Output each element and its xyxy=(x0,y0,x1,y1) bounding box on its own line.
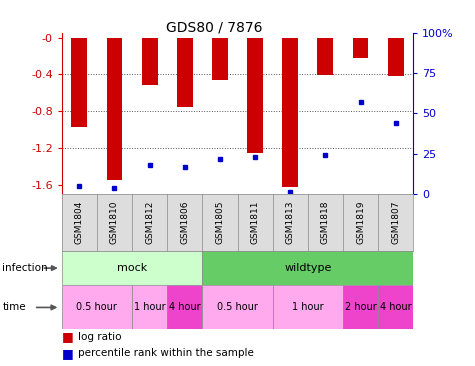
Bar xyxy=(202,251,413,285)
Bar xyxy=(177,38,193,108)
Text: GSM1807: GSM1807 xyxy=(391,201,400,244)
Bar xyxy=(62,285,132,329)
Text: GSM1812: GSM1812 xyxy=(145,201,154,244)
Text: GSM1805: GSM1805 xyxy=(216,201,224,244)
Text: 4 hour: 4 hour xyxy=(380,302,411,313)
Bar xyxy=(202,285,273,329)
Text: GSM1819: GSM1819 xyxy=(356,201,365,244)
Bar xyxy=(317,38,333,75)
Bar xyxy=(62,251,202,285)
Text: ■: ■ xyxy=(62,347,74,360)
Text: percentile rank within the sample: percentile rank within the sample xyxy=(78,348,254,358)
Bar xyxy=(388,38,404,76)
Text: ■: ■ xyxy=(62,330,74,343)
Text: 2 hour: 2 hour xyxy=(345,302,376,313)
Bar xyxy=(106,38,123,180)
Text: log ratio: log ratio xyxy=(78,332,122,342)
Bar xyxy=(282,38,298,187)
Text: 4 hour: 4 hour xyxy=(169,302,200,313)
Text: 0.5 hour: 0.5 hour xyxy=(217,302,258,313)
Bar xyxy=(247,38,263,153)
Bar xyxy=(71,38,87,127)
Bar xyxy=(132,285,167,329)
Text: GSM1818: GSM1818 xyxy=(321,201,330,244)
Text: 0.5 hour: 0.5 hour xyxy=(76,302,117,313)
Bar xyxy=(212,38,228,80)
Text: time: time xyxy=(2,302,26,313)
Bar xyxy=(378,285,413,329)
Text: GSM1810: GSM1810 xyxy=(110,201,119,244)
Text: GDS80 / 7876: GDS80 / 7876 xyxy=(165,20,262,34)
Text: 1 hour: 1 hour xyxy=(292,302,323,313)
Bar xyxy=(142,38,158,85)
Bar xyxy=(167,285,202,329)
Text: GSM1811: GSM1811 xyxy=(251,201,259,244)
Text: wildtype: wildtype xyxy=(284,263,332,273)
Bar xyxy=(352,38,369,58)
Text: mock: mock xyxy=(117,263,147,273)
Text: 1 hour: 1 hour xyxy=(134,302,165,313)
Bar xyxy=(343,285,378,329)
Text: GSM1813: GSM1813 xyxy=(286,201,294,244)
Text: infection: infection xyxy=(2,263,48,273)
Text: GSM1804: GSM1804 xyxy=(75,201,84,244)
Bar xyxy=(273,285,343,329)
Text: GSM1806: GSM1806 xyxy=(180,201,189,244)
